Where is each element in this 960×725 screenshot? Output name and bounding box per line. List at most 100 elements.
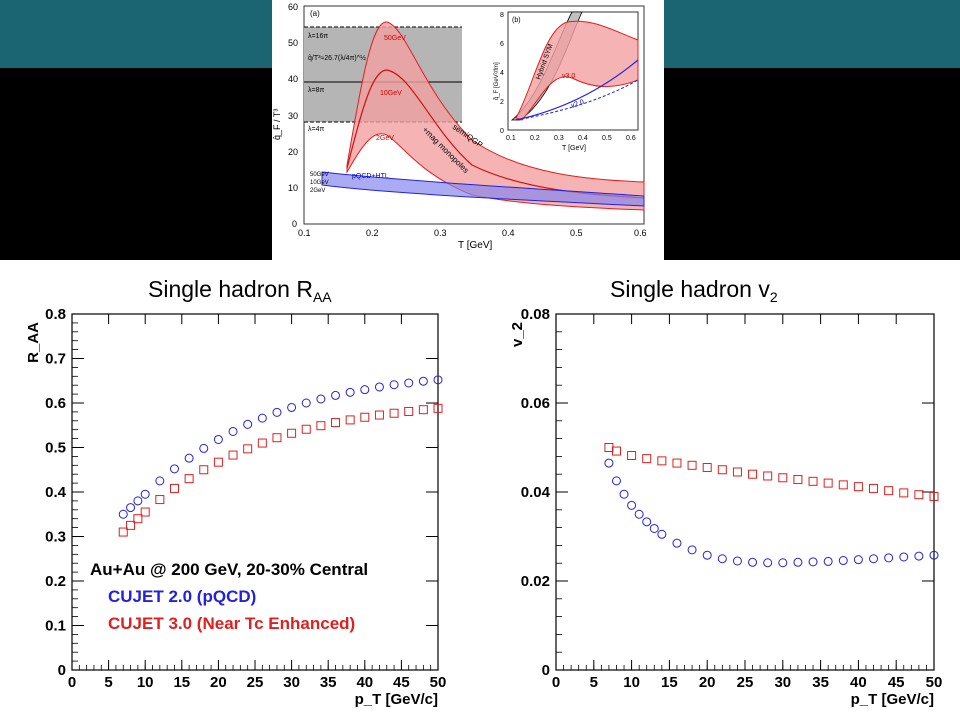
v2-chart-svg: 0 5 10 15 20 25 30 35 40 45 50 0 0.02 0.04 0.06 0.08 p_T… <box>509 306 942 708</box>
raa-chart-svg: 0 5 10 15 20 25 30 35 40 45 50 0 0.1 0.2 0.3 0.4 0.5 0.6 0… <box>25 306 446 708</box>
x-tick-label: 35 <box>320 674 337 691</box>
data-point-0 <box>184 453 194 463</box>
panel-a-annotation: pQCD+HTL <box>352 173 389 180</box>
panel-a-ytick: 0 <box>292 219 297 229</box>
data-point-1 <box>778 473 788 483</box>
y-tick-label: 0.3 <box>45 529 66 546</box>
data-point-0 <box>808 557 818 567</box>
data-point-1 <box>808 476 818 486</box>
v2-chart: 0 5 10 15 20 25 30 35 40 45 50 0 0.02 0.04 0.06 0.08 p_T… <box>480 300 960 720</box>
data-point-1 <box>702 463 712 473</box>
panel-b-tag: (b) <box>512 17 521 24</box>
data-point-1 <box>732 467 742 477</box>
panel-b-ytick: 8 <box>500 12 504 19</box>
panel-a-annotation: 10GeV <box>380 90 402 97</box>
data-point-1 <box>272 433 282 443</box>
x-tick-label: 30 <box>283 674 300 691</box>
data-point-1 <box>914 490 924 500</box>
panel-a-annotation: 2GeV <box>376 135 394 142</box>
data-point-0 <box>748 557 758 567</box>
panel-b-ytick: 4 <box>500 70 504 77</box>
y-tick-label: 0.6 <box>45 395 66 412</box>
panel-a-ytick: 40 <box>288 74 298 84</box>
x-tick-label: 10 <box>137 674 154 691</box>
data-point-0 <box>627 500 637 510</box>
data-point-0 <box>118 509 128 519</box>
x-tick-label: 20 <box>699 674 716 691</box>
panel-a-ytick: 30 <box>288 111 298 121</box>
data-point-1 <box>331 418 341 428</box>
data-point-1 <box>929 491 939 501</box>
data-point-1 <box>763 471 773 481</box>
x-tick-label: 40 <box>356 674 373 691</box>
y-tick-label: 0.02 <box>521 573 550 590</box>
panel-a-annotation: q̂/T³≈26.7(λ/4π)^½ <box>308 54 366 62</box>
panel-b-ytick: 0 <box>500 128 504 135</box>
data-point-1 <box>899 488 909 498</box>
panel-b-v3-band <box>515 20 639 121</box>
data-point-1 <box>228 450 238 460</box>
panel-b-annotation: v2.0 <box>570 99 585 110</box>
data-point-0 <box>169 464 179 474</box>
data-point-0 <box>360 385 370 395</box>
y-axis-label: R_AA <box>25 322 42 363</box>
x-tick-label: 15 <box>661 674 678 691</box>
x-tick-label: 0 <box>68 674 76 691</box>
data-point-0 <box>316 394 326 404</box>
panel-b-xtick: 0.6 <box>626 135 636 142</box>
data-point-0 <box>331 390 341 400</box>
data-point-0 <box>389 380 399 390</box>
panel-a-xtick: 0.1 <box>298 228 311 238</box>
data-point-0 <box>702 550 712 560</box>
data-point-1 <box>642 454 652 464</box>
panel-a-ytick: 10 <box>288 183 298 193</box>
panel-b-v2-curve-lower <box>515 79 639 121</box>
data-point-0 <box>899 552 909 562</box>
data-point-1 <box>374 410 384 420</box>
data-point-0 <box>140 489 150 499</box>
data-point-1 <box>389 408 399 418</box>
data-point-1 <box>118 527 128 537</box>
data-point-0 <box>133 496 143 506</box>
data-point-1 <box>133 514 143 524</box>
semiqgp-band <box>346 21 645 211</box>
panel-a-xtick: 0.5 <box>570 228 583 238</box>
y-tick-label: 0 <box>58 662 66 679</box>
legend-entry: CUJET 2.0 (pQCD) <box>108 587 256 606</box>
data-point-1 <box>869 483 879 493</box>
data-point-0 <box>611 476 621 486</box>
data-point-1 <box>184 474 194 484</box>
panel-a-ylabel: q̂_F / T³ <box>272 109 282 140</box>
data-point-1 <box>418 405 428 415</box>
v2-title-main: Single hadron v <box>610 276 770 302</box>
v2-title-sub: 2 <box>769 289 778 305</box>
panel-b-ytick: 6 <box>500 41 504 48</box>
x-tick-label: 40 <box>850 674 867 691</box>
raa-title-sub: AA <box>312 289 332 305</box>
qhat-figure: 0 10 20 30 40 50 60 0.1 0.2 0.3 0.4 0.5 … <box>272 0 664 260</box>
panel-b-ylabel: q̂_F [GeV²/fm] <box>494 62 500 100</box>
data-point-1 <box>126 520 136 530</box>
data-point-1 <box>199 465 209 475</box>
data-point-0 <box>345 387 355 397</box>
data-point-1 <box>823 478 833 488</box>
data-point-1 <box>316 421 326 431</box>
x-tick-label: 15 <box>173 674 190 691</box>
data-point-0 <box>657 529 667 539</box>
data-point-1 <box>717 465 727 475</box>
data-point-0 <box>604 458 614 468</box>
raa-chart: 0 5 10 15 20 25 30 35 40 45 50 0 0.1 0.2 0.3 0.4 0.5 0.6 0… <box>0 300 460 720</box>
data-point-1 <box>627 451 637 461</box>
legend-entry: CUJET 3.0 (Near Tc Enhanced) <box>108 614 355 633</box>
data-point-1 <box>360 412 370 422</box>
data-point-0 <box>257 413 267 423</box>
data-point-0 <box>914 551 924 561</box>
data-point-0 <box>649 523 659 533</box>
x-tick-label: 45 <box>393 674 410 691</box>
data-point-0 <box>763 558 773 568</box>
x-tick-label: 20 <box>210 674 227 691</box>
data-point-0 <box>287 402 297 412</box>
y-tick-label: 0.06 <box>521 395 550 412</box>
panel-b-xtick: 0.1 <box>506 135 516 142</box>
data-point-1 <box>345 415 355 425</box>
